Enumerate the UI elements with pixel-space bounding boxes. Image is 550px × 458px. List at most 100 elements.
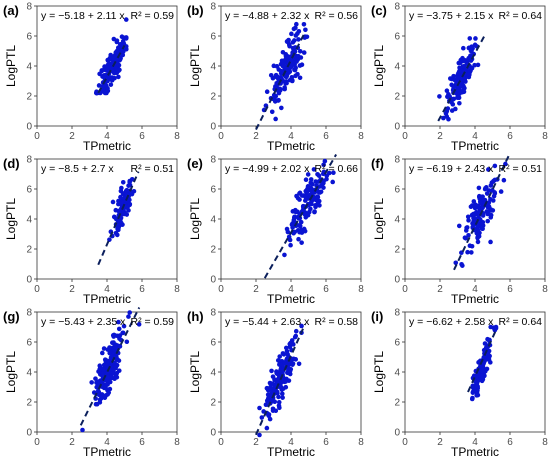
- y-tick-label: 2: [394, 245, 400, 256]
- data-point: [299, 240, 304, 245]
- x-tick-label: 0: [402, 131, 408, 142]
- data-point: [120, 180, 126, 185]
- data-point: [297, 190, 303, 196]
- data-point: [277, 354, 283, 359]
- data-point: [486, 356, 492, 362]
- regression-line: [437, 33, 487, 122]
- data-point: [458, 57, 464, 63]
- data-point: [126, 314, 131, 319]
- r-squared-label: R² = 0.59: [131, 316, 175, 328]
- data-point: [501, 177, 507, 183]
- y-tick-label: 4: [210, 368, 216, 379]
- data-point: [124, 339, 130, 345]
- data-point: [297, 75, 303, 81]
- y-tick-label: 2: [394, 92, 400, 103]
- data-point: [470, 395, 475, 401]
- y-axis-title: LogPTL: [188, 351, 202, 393]
- x-tick-label: 2: [437, 131, 443, 142]
- data-point: [488, 239, 493, 245]
- data-point: [465, 249, 470, 255]
- data-point: [298, 55, 304, 60]
- x-tick-label: 8: [174, 284, 180, 295]
- data-point: [131, 188, 137, 194]
- data-point: [316, 189, 321, 195]
- x-tick-label: 6: [139, 131, 145, 142]
- data-point: [275, 377, 281, 382]
- data-point: [89, 380, 94, 385]
- scatter-panel-h: 0 2 4 6 8 0 2 4 6 8 TPmetric LogPTL (h) y = −5.44 + 2…: [187, 308, 364, 458]
- data-point: [268, 73, 274, 78]
- x-tick-label: 2: [437, 437, 443, 448]
- y-axis-title: LogPTL: [4, 198, 18, 240]
- regression-equation: y = −5.44 + 2.63 x: [225, 316, 310, 328]
- data-point: [283, 379, 288, 384]
- data-point: [271, 92, 277, 98]
- data-point: [498, 189, 504, 194]
- y-tick-label: 0: [26, 122, 32, 133]
- data-point: [116, 358, 122, 363]
- data-point: [284, 79, 289, 84]
- y-tick-label: 4: [26, 368, 32, 379]
- x-tick-label: 4: [104, 284, 110, 295]
- data-point: [485, 218, 490, 224]
- x-tick-label: 4: [104, 131, 110, 142]
- x-axis-title: TPmetric: [83, 445, 131, 458]
- y-tick-label: 0: [210, 122, 216, 133]
- data-point: [276, 400, 282, 405]
- x-tick-label: 6: [323, 437, 329, 448]
- data-point: [127, 179, 132, 185]
- x-tick-label: 2: [69, 131, 75, 142]
- data-point: [280, 391, 285, 397]
- data-point: [264, 425, 270, 431]
- data-point: [491, 178, 496, 184]
- data-point: [457, 100, 462, 106]
- data-point: [455, 95, 460, 100]
- data-point: [503, 161, 508, 167]
- y-tick-label: 6: [26, 32, 32, 43]
- data-point: [293, 65, 298, 71]
- data-point: [269, 368, 274, 374]
- regression-equation: y = −4.88 + 2.32 x: [225, 10, 310, 22]
- data-point: [114, 232, 120, 238]
- data-point: [93, 376, 98, 381]
- data-point: [127, 310, 132, 315]
- data-point: [467, 36, 473, 41]
- data-point: [136, 322, 142, 327]
- data-point: [113, 365, 118, 371]
- data-point: [303, 27, 308, 33]
- data-point: [111, 370, 117, 376]
- x-tick-label: 0: [402, 437, 408, 448]
- data-point: [292, 334, 298, 340]
- data-point: [312, 209, 317, 214]
- data-point: [105, 392, 110, 397]
- y-tick-label: 6: [394, 32, 400, 43]
- r-squared-label: R² = 0.56: [315, 10, 359, 22]
- data-point: [279, 370, 285, 375]
- x-tick-label: 4: [472, 437, 478, 448]
- data-point: [118, 194, 123, 200]
- x-tick-label: 8: [174, 437, 180, 448]
- data-point: [475, 392, 481, 398]
- data-point: [294, 21, 299, 27]
- data-point: [116, 225, 121, 230]
- data-point: [464, 225, 470, 230]
- data-point: [114, 333, 120, 339]
- data-point: [469, 44, 475, 49]
- x-tick-label: 0: [218, 284, 224, 295]
- r-squared-label: R² = 0.64: [499, 10, 543, 22]
- x-tick-label: 8: [542, 437, 548, 448]
- data-point: [292, 229, 298, 235]
- data-point: [473, 202, 478, 208]
- data-point: [486, 167, 491, 172]
- data-point: [321, 180, 326, 186]
- data-point: [324, 176, 329, 182]
- panel-label: (i): [371, 309, 383, 324]
- data-point: [299, 230, 305, 235]
- data-point: [276, 394, 281, 400]
- data-point: [297, 63, 303, 68]
- data-point: [301, 50, 307, 55]
- scatter-panel-e: 0 2 4 6 8 0 2 4 6 8 TPmetric LogPTL (e) y = −4.99 + 2…: [187, 153, 364, 305]
- data-point: [455, 86, 461, 92]
- data-point: [276, 97, 281, 103]
- y-tick-label: 0: [394, 122, 400, 133]
